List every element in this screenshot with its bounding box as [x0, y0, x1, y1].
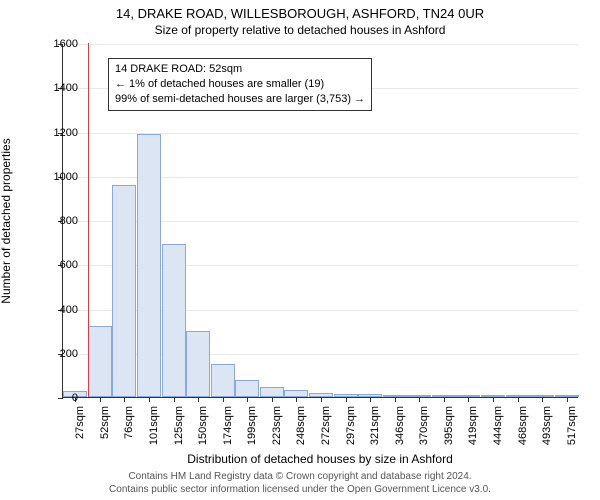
x-tick-mark: [272, 397, 273, 402]
histogram-bar: [235, 380, 259, 397]
y-tick-label: 800: [28, 215, 78, 227]
x-tick-mark: [419, 397, 420, 402]
histogram-bar: [137, 134, 161, 397]
x-tick-mark: [444, 397, 445, 402]
x-tick-mark: [346, 397, 347, 402]
x-tick-mark: [395, 397, 396, 402]
x-tick-mark: [296, 397, 297, 402]
histogram-bar: [284, 390, 308, 397]
chart-title: 14, DRAKE ROAD, WILLESBOROUGH, ASHFORD, …: [0, 0, 600, 21]
annotation-line: 14 DRAKE ROAD: 52sqm: [115, 62, 365, 77]
x-tick-mark: [124, 397, 125, 402]
histogram-bar: [186, 331, 210, 397]
chart-footer: Contains HM Land Registry data © Crown c…: [0, 470, 600, 496]
property-marker-line: [88, 43, 89, 397]
y-axis-title: Number of detached properties: [0, 138, 13, 303]
x-tick-mark: [174, 397, 175, 402]
x-tick-mark: [468, 397, 469, 402]
histogram-bar: [112, 185, 136, 397]
x-tick-mark: [100, 397, 101, 402]
annotation-line: ← 1% of detached houses are smaller (19): [115, 77, 365, 92]
gridline: [63, 44, 578, 45]
x-tick-mark: [518, 397, 519, 402]
x-tick-mark: [149, 397, 150, 402]
x-tick-mark: [247, 397, 248, 402]
y-tick-label: 400: [28, 304, 78, 316]
annotation-box: 14 DRAKE ROAD: 52sqm← 1% of detached hou…: [108, 58, 372, 111]
y-tick-label: 1600: [28, 38, 78, 50]
histogram-bar: [88, 326, 112, 397]
y-tick-label: 1400: [28, 82, 78, 94]
histogram-bar: [211, 364, 235, 397]
footer-line-2: Contains public sector information licen…: [0, 483, 600, 496]
x-axis-title: Distribution of detached houses by size …: [62, 452, 578, 466]
y-tick-label: 1000: [28, 171, 78, 183]
x-tick-mark: [567, 397, 568, 402]
chart-area: 14 DRAKE ROAD: 52sqm← 1% of detached hou…: [62, 44, 578, 398]
annotation-line: 99% of semi-detached houses are larger (…: [115, 92, 365, 107]
x-tick-mark: [542, 397, 543, 402]
x-tick-mark: [493, 397, 494, 402]
chart-subtitle: Size of property relative to detached ho…: [0, 21, 600, 37]
footer-line-1: Contains HM Land Registry data © Crown c…: [0, 470, 600, 483]
y-tick-label: 200: [28, 348, 78, 360]
y-tick-label: 0: [28, 392, 78, 404]
y-tick-label: 600: [28, 259, 78, 271]
plot-region: 14 DRAKE ROAD: 52sqm← 1% of detached hou…: [62, 44, 578, 398]
x-tick-mark: [370, 397, 371, 402]
y-tick-label: 1200: [28, 127, 78, 139]
histogram-bar: [260, 387, 284, 397]
x-tick-mark: [223, 397, 224, 402]
x-tick-mark: [198, 397, 199, 402]
histogram-bar: [162, 244, 186, 397]
x-tick-mark: [321, 397, 322, 402]
